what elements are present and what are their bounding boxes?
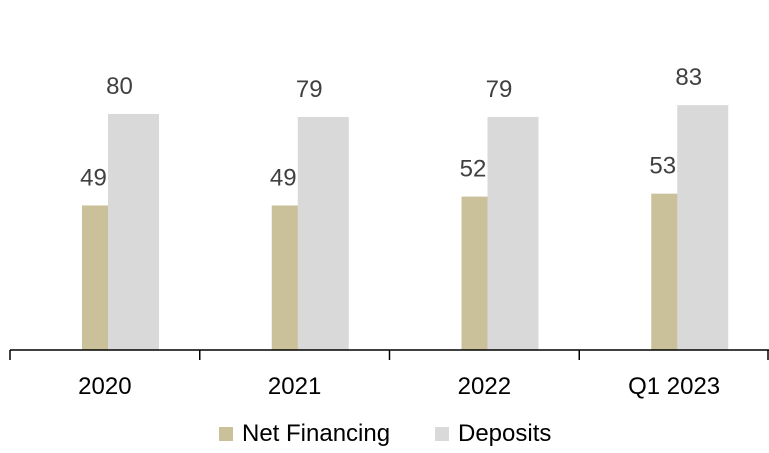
bar-deposits-2022 [487,116,539,350]
legend: Net Financing Deposits [219,420,551,447]
x-tick-label-2021: 2021 [268,373,321,400]
data-label-net-financing-2021: 49 [270,164,297,191]
x-tick-label-2020: 2020 [78,373,131,400]
legend-item-deposits: Deposits [435,420,551,447]
data-label-deposits-2022: 79 [486,76,513,103]
data-label-net-financing-q1-2023: 53 [649,153,676,180]
data-label-deposits-q1-2023: 83 [675,64,702,91]
bar-deposits-2021 [297,116,349,350]
legend-swatch-net-financing [219,427,233,441]
bar-deposits-q1-2023 [677,105,729,351]
legend-label-net-financing: Net Financing [242,420,390,447]
legend-swatch-deposits [435,427,449,441]
legend-label-deposits: Deposits [458,420,551,447]
x-axis: 2020 2021 2022 Q1 2023 [9,349,769,400]
data-label-net-financing-2022: 52 [460,156,487,183]
x-tick-label-q1-2023: Q1 2023 [628,373,720,400]
legend-item-net-financing: Net Financing [219,420,390,447]
data-label-deposits-2020: 80 [106,73,133,100]
x-tick-label-2022: 2022 [458,373,511,400]
bars-layer [82,105,729,351]
data-labels-layer: 49 80 49 79 52 79 53 83 [80,64,702,191]
data-label-net-financing-2020: 49 [80,164,107,191]
bar-deposits-2020 [108,114,159,350]
data-label-deposits-2021: 79 [296,76,323,103]
